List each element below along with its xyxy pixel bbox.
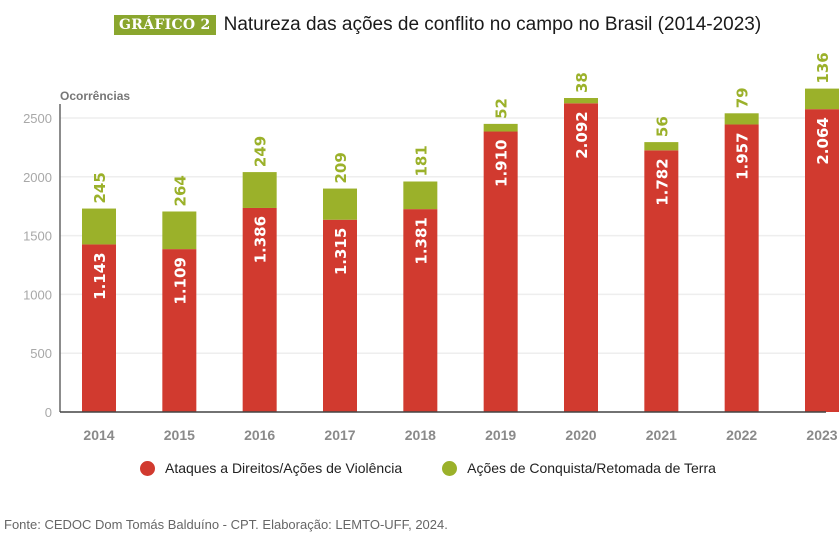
bar-conquest-2021 xyxy=(644,142,679,151)
data-label-violence: 1.315 xyxy=(332,228,350,275)
legend-label-conquest: Ações de Conquista/Retomada de Terra xyxy=(467,460,716,476)
chart-title-row: GRÁFICO 2 Natureza das ações de conflito… xyxy=(114,14,761,36)
data-label-violence: 1.957 xyxy=(734,132,752,179)
legend-swatch-violence xyxy=(140,460,155,476)
data-label-conquest: 38 xyxy=(573,72,591,93)
y-tick-label: 1500 xyxy=(23,229,52,244)
legend-item-violence: Ataques a Direitos/Ações de Violência xyxy=(140,460,402,476)
bar-violence-2014 xyxy=(82,244,116,412)
data-label-conquest: 264 xyxy=(171,175,189,206)
bar-violence-2021 xyxy=(644,150,679,412)
chart-number-badge: GRÁFICO 2 xyxy=(114,15,216,35)
source-note: Fonte: CEDOC Dom Tomás Balduíno - CPT. E… xyxy=(4,517,448,532)
data-label-conquest: 209 xyxy=(332,152,350,183)
y-tick-label: 500 xyxy=(30,346,52,361)
bar-violence-2022 xyxy=(724,124,759,412)
bar-conquest-2014 xyxy=(82,208,116,245)
bar-conquest-2015 xyxy=(162,211,197,250)
legend: Ataques a Direitos/Ações de Violência Aç… xyxy=(140,460,756,476)
data-label-conquest: 245 xyxy=(91,172,109,203)
x-tick-label: 2019 xyxy=(485,427,516,443)
legend-item-conquest: Ações de Conquista/Retomada de Terra xyxy=(442,460,716,476)
bar-conquest-2016 xyxy=(242,172,277,208)
chart-title: Natureza das ações de conflito no campo … xyxy=(223,14,762,35)
bar-violence-2018 xyxy=(403,209,438,412)
data-label-conquest: 56 xyxy=(653,116,671,137)
y-tick-label: 2000 xyxy=(23,170,52,185)
bar-violence-2019 xyxy=(483,131,518,413)
data-label-violence: 1.386 xyxy=(252,216,270,263)
y-tick-label: 0 xyxy=(45,405,52,420)
data-label-conquest: 181 xyxy=(412,145,430,176)
x-tick-label: 2018 xyxy=(405,427,436,443)
bar-violence-2016 xyxy=(242,207,277,412)
x-tick-label: 2022 xyxy=(726,427,757,443)
data-label-conquest: 52 xyxy=(493,98,511,119)
stacked-bar-chart: 0 500 1000 1500 2000 2500 Ocorrências 1.143 245 2… xyxy=(23,52,839,443)
data-label-violence: 1.381 xyxy=(412,217,430,264)
legend-label-violence: Ataques a Direitos/Ações de Violência xyxy=(165,460,403,476)
x-tick-label: 2021 xyxy=(646,427,677,443)
x-tick-label: 2015 xyxy=(164,427,195,443)
data-label-violence: 1.143 xyxy=(91,252,109,299)
y-axis-label: Ocorrências xyxy=(60,89,130,103)
data-label-violence: 1.782 xyxy=(653,158,671,205)
data-label-violence: 2.064 xyxy=(814,117,832,164)
bar-conquest-2023 xyxy=(805,88,839,110)
bar-conquest-2018 xyxy=(403,181,438,210)
bar-violence-2023 xyxy=(805,109,839,413)
data-label-conquest: 249 xyxy=(252,136,270,167)
data-label-conquest: 79 xyxy=(734,87,752,108)
data-label-violence: 1.910 xyxy=(493,140,511,187)
bar-conquest-2020 xyxy=(564,98,598,104)
x-tick-label: 2016 xyxy=(244,427,275,443)
bar-violence-2020 xyxy=(564,103,598,413)
legend-swatch-conquest xyxy=(442,460,458,476)
x-tick-label: 2017 xyxy=(324,427,355,443)
x-tick-label: 2014 xyxy=(83,427,114,443)
bar-conquest-2022 xyxy=(724,113,759,125)
y-tick-label: 1000 xyxy=(23,287,52,302)
data-label-conquest: 136 xyxy=(814,52,832,83)
data-label-violence: 1.109 xyxy=(171,257,189,304)
x-tick-label: 2020 xyxy=(565,427,596,443)
bar-conquest-2019 xyxy=(483,123,518,132)
bar-violence-2017 xyxy=(323,219,357,412)
x-tick-label: 2023 xyxy=(806,427,837,443)
bar-conquest-2017 xyxy=(323,188,357,220)
bar-violence-2015 xyxy=(162,249,197,412)
y-tick-label: 2500 xyxy=(23,111,52,126)
data-label-violence: 2.092 xyxy=(573,111,591,158)
